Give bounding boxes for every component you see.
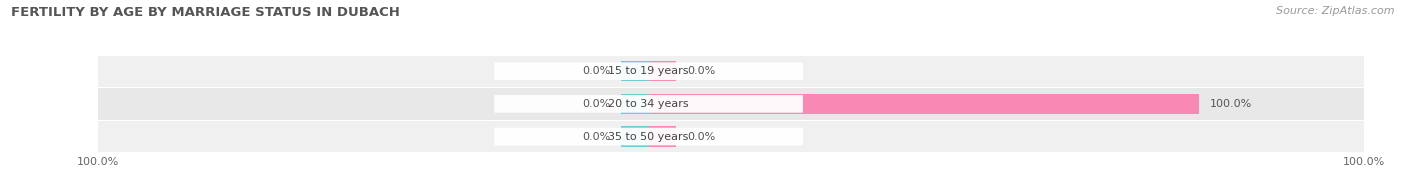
- Text: 0.0%: 0.0%: [688, 132, 716, 142]
- Bar: [648, 94, 1199, 114]
- Bar: [98, 55, 1364, 87]
- Text: 20 to 34 years: 20 to 34 years: [609, 99, 689, 109]
- Bar: [98, 88, 1364, 120]
- Bar: [98, 121, 1364, 152]
- Bar: [621, 126, 648, 147]
- FancyBboxPatch shape: [495, 95, 803, 113]
- Bar: [621, 94, 648, 114]
- Text: 0.0%: 0.0%: [582, 99, 610, 109]
- Text: 0.0%: 0.0%: [582, 132, 610, 142]
- Bar: [648, 61, 676, 81]
- Text: FERTILITY BY AGE BY MARRIAGE STATUS IN DUBACH: FERTILITY BY AGE BY MARRIAGE STATUS IN D…: [11, 6, 401, 19]
- Text: 100.0%: 100.0%: [1209, 99, 1251, 109]
- Bar: [648, 126, 676, 147]
- FancyBboxPatch shape: [495, 62, 803, 80]
- Text: Source: ZipAtlas.com: Source: ZipAtlas.com: [1277, 6, 1395, 16]
- Text: 15 to 19 years: 15 to 19 years: [609, 66, 689, 76]
- Text: 0.0%: 0.0%: [582, 66, 610, 76]
- Text: 35 to 50 years: 35 to 50 years: [609, 132, 689, 142]
- FancyBboxPatch shape: [495, 128, 803, 145]
- Bar: [621, 61, 648, 81]
- Text: 0.0%: 0.0%: [688, 66, 716, 76]
